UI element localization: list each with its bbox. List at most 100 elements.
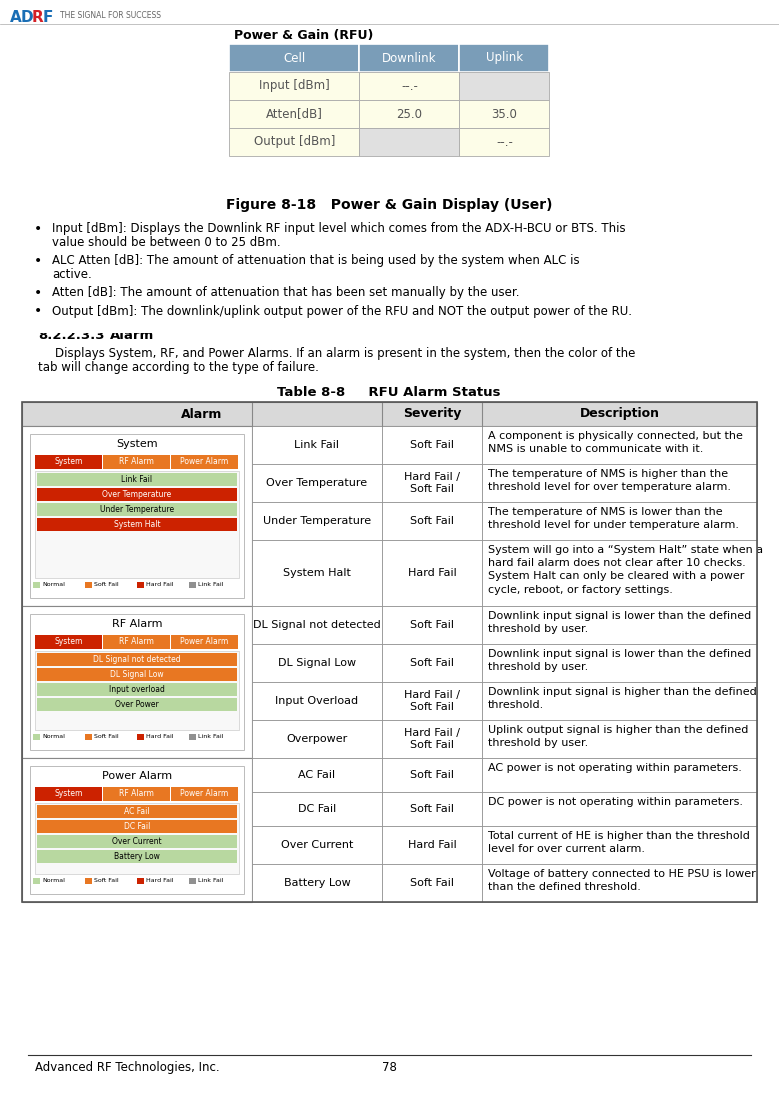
- Bar: [252, 426, 382, 464]
- Bar: [35, 651, 239, 730]
- Text: RF Alarm: RF Alarm: [119, 457, 154, 466]
- Text: active.: active.: [52, 267, 92, 280]
- Text: A component is physically connected, but the
NMS is unable to communicate with i: A component is physically connected, but…: [488, 431, 743, 454]
- Bar: [35, 803, 239, 874]
- Text: Input [dBm]: Displays the Downlink RF input level which comes from the ADX-H-BCU: Input [dBm]: Displays the Downlink RF in…: [52, 222, 626, 235]
- Bar: [137, 878, 144, 884]
- Bar: [252, 792, 382, 826]
- Bar: [359, 44, 460, 73]
- Text: DL Signal Low: DL Signal Low: [110, 670, 164, 679]
- Text: --.-: --.-: [496, 135, 513, 148]
- Bar: [482, 464, 757, 502]
- Bar: [382, 682, 482, 720]
- Bar: [460, 44, 549, 73]
- Bar: [460, 73, 549, 100]
- Bar: [482, 758, 757, 792]
- Bar: [482, 720, 757, 758]
- Text: Over Temperature: Over Temperature: [102, 490, 171, 499]
- Text: Hard Fail: Hard Fail: [146, 878, 174, 884]
- Text: System: System: [55, 637, 83, 646]
- Text: Hard Fail /
Soft Fail: Hard Fail / Soft Fail: [404, 729, 460, 750]
- Bar: [230, 100, 359, 127]
- Text: Input [dBm]:: Input [dBm]:: [52, 222, 140, 235]
- Bar: [171, 787, 238, 801]
- Text: Link Fail: Link Fail: [198, 878, 224, 884]
- Bar: [30, 434, 244, 598]
- Text: Input overload: Input overload: [109, 685, 165, 693]
- Bar: [230, 73, 359, 100]
- Text: Description: Description: [580, 408, 660, 421]
- Text: System: System: [55, 789, 83, 799]
- Bar: [22, 402, 757, 426]
- Bar: [37, 668, 237, 681]
- Text: •: •: [33, 286, 42, 300]
- Bar: [37, 473, 237, 486]
- Text: Soft Fail: Soft Fail: [94, 734, 118, 740]
- Text: Hard Fail /
Soft Fail: Hard Fail / Soft Fail: [404, 690, 460, 712]
- Bar: [482, 792, 757, 826]
- Bar: [37, 682, 237, 696]
- Bar: [382, 864, 482, 902]
- Text: DL Signal not detected: DL Signal not detected: [93, 655, 181, 664]
- Bar: [22, 606, 252, 758]
- Text: active.: active.: [52, 267, 92, 280]
- Text: Link Fail: Link Fail: [294, 440, 340, 449]
- Text: Link Fail: Link Fail: [122, 475, 153, 484]
- Text: Over Current: Over Current: [112, 837, 162, 846]
- Text: Uplink output signal is higher than the defined
threshold by user.: Uplink output signal is higher than the …: [488, 725, 749, 748]
- Text: Battery Low: Battery Low: [284, 878, 351, 888]
- Text: Under Temperature: Under Temperature: [263, 517, 371, 526]
- Text: Link Fail: Link Fail: [198, 582, 224, 588]
- Bar: [382, 644, 482, 682]
- Text: Input Overload: Input Overload: [276, 696, 358, 706]
- Text: System Halt: System Halt: [283, 568, 351, 578]
- Text: •: •: [33, 286, 42, 300]
- Bar: [33, 734, 40, 740]
- Text: Battery Low: Battery Low: [114, 852, 160, 861]
- Bar: [460, 100, 549, 127]
- Bar: [37, 698, 237, 711]
- Text: value should be between 0 to 25 dBm.: value should be between 0 to 25 dBm.: [52, 235, 280, 248]
- Bar: [37, 503, 237, 517]
- Bar: [103, 787, 170, 801]
- Text: Downlink: Downlink: [382, 52, 437, 65]
- Bar: [37, 850, 237, 863]
- Text: 78: 78: [382, 1061, 397, 1074]
- Text: Soft Fail: Soft Fail: [410, 620, 454, 630]
- Bar: [189, 734, 196, 740]
- Bar: [103, 455, 170, 469]
- Text: Soft Fail: Soft Fail: [410, 770, 454, 780]
- Text: The amount of attenuation that is being used by the system when ALC is active.: The amount of attenuation that is being …: [129, 254, 606, 267]
- Text: Figure 8-18   Power & Gain Display (User): Figure 8-18 Power & Gain Display (User): [226, 198, 552, 212]
- Text: Uplink: Uplink: [486, 52, 523, 65]
- Text: DC power is not operating within parameters.: DC power is not operating within paramet…: [488, 797, 743, 807]
- Text: Normal: Normal: [42, 582, 65, 588]
- Bar: [482, 606, 757, 644]
- Text: System: System: [116, 439, 158, 449]
- Bar: [171, 455, 238, 469]
- Bar: [252, 540, 382, 606]
- Text: Downlink input signal is lower than the defined
threshold by user.: Downlink input signal is lower than the …: [488, 611, 751, 634]
- Bar: [252, 502, 382, 540]
- Text: tab will change according to the type of failure.: tab will change according to the type of…: [38, 360, 319, 374]
- Bar: [382, 426, 482, 464]
- Bar: [37, 488, 237, 501]
- Text: DC Fail: DC Fail: [124, 822, 150, 831]
- Text: THE SIGNAL FOR SUCCESS: THE SIGNAL FOR SUCCESS: [60, 11, 161, 20]
- Text: RF Alarm: RF Alarm: [119, 637, 154, 646]
- Text: •: •: [33, 222, 42, 236]
- Bar: [22, 426, 252, 606]
- Text: Power Alarm: Power Alarm: [181, 789, 228, 799]
- Bar: [482, 502, 757, 540]
- Bar: [22, 402, 757, 902]
- Bar: [382, 606, 482, 644]
- Text: Power & Gain (RFU): Power & Gain (RFU): [234, 29, 374, 42]
- Text: DL Signal not detected: DL Signal not detected: [253, 620, 381, 630]
- Text: The temperature of NMS is lower than the
threshold level for under temperature a: The temperature of NMS is lower than the…: [488, 507, 739, 530]
- Text: 35.0: 35.0: [492, 108, 517, 121]
- Text: A: A: [10, 10, 22, 25]
- Bar: [482, 826, 757, 864]
- Bar: [252, 864, 382, 902]
- Text: Atten [dB]:: Atten [dB]:: [52, 286, 130, 299]
- Bar: [460, 127, 549, 156]
